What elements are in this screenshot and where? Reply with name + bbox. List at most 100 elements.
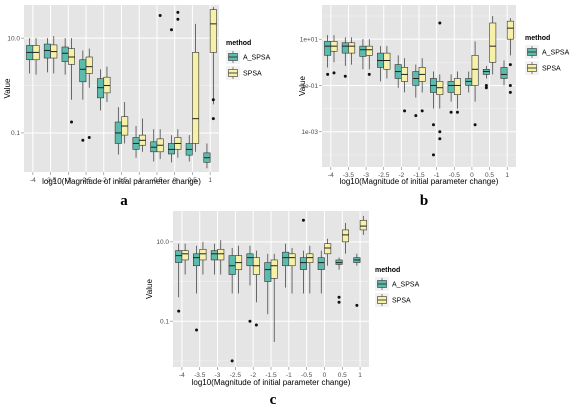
box-spsa--0.5 [156,14,164,160]
panel-letter-a: a [120,193,128,209]
box-spsa--3 [68,38,76,124]
box-spsa--4 [181,243,189,275]
box-body [79,59,87,83]
legend: method A_SPSA SPSA [375,267,420,307]
box-a_spsa--0.5 [299,218,307,294]
box-spsa--3.5 [50,36,58,74]
x-tick-label: -1.5 [265,372,277,379]
chart-panel-b: b 1e-03 1e-01 1e+01 -4 -3.5 -3 -2.5 -2 -1.5 -1 -0.… [298,5,570,209]
box-spsa--2.5 [235,245,243,294]
outlier-point [211,98,215,102]
outlier-point [508,63,512,67]
outlier-point [169,28,173,32]
box-body [317,257,325,270]
box-a_spsa-0 [168,28,175,163]
outlier-point [158,14,162,18]
outlier-point [176,17,180,21]
box-spsa-0.5 [192,23,200,152]
box-a_spsa-0.5 [335,257,343,304]
box-body [453,78,461,95]
outlier-point [176,10,180,14]
outlier-point [195,328,199,332]
box-spsa-0 [324,238,332,266]
x-tick-label: -1 [286,372,292,379]
box-a_spsa--3.5 [43,38,51,73]
box-body [341,229,349,243]
x-tick-label: 1 [208,177,212,184]
box-body [359,45,367,57]
outlier-point [438,21,442,25]
y-axis-title: Value [298,76,307,96]
box-spsa--1 [138,118,146,152]
x-tick-label: -0.5 [151,177,163,184]
box-a_spsa-1 [203,143,211,169]
outlier-point [455,110,459,114]
box-a_spsa--3 [61,38,69,75]
box-a_spsa--4 [175,243,183,313]
x-axis-title: log10(Magnitude of initial parameter cha… [42,177,201,186]
box-spsa--2 [252,250,260,327]
x-tick-label: -3 [215,372,221,379]
outlier-point [508,90,512,94]
box-spsa--1 [436,21,444,141]
box-a_spsa-1 [500,60,508,86]
x-tick-label: -1 [136,177,142,184]
x-tick-label: -3 [65,177,71,184]
box-body [193,253,201,267]
y-tick-label: 10.0 [156,239,169,246]
legend-key-spsa [226,66,240,80]
box-spsa-0 [174,10,182,158]
x-tick-label: -2.5 [378,172,390,179]
box-body [209,9,217,53]
legend-label: SPSA [542,66,561,73]
box-spsa--1 [288,248,296,294]
box-body [288,253,296,267]
legend-label: SPSA [392,298,411,305]
x-tick-label: 0.5 [485,172,494,179]
box-a_spsa--3.5 [341,37,349,78]
y-tick-label: 1e-03 [301,129,318,136]
box-body [465,78,473,86]
outlier-point [403,109,407,113]
box-body [324,243,332,255]
x-tick-label: -1.5 [413,172,425,179]
box-spsa--2.5 [383,46,391,79]
box-body [85,56,93,74]
box-a_spsa--2.5 [79,50,87,142]
box-spsa--3 [217,240,225,275]
box-body [341,42,349,54]
box-a_spsa-0.5 [482,65,490,90]
box-body [61,46,69,62]
box-body [359,219,367,231]
box-body [68,48,76,65]
outlier-point [81,138,85,142]
box-body [299,257,307,270]
box-spsa--3.5 [348,37,356,65]
panel-letter-b: b [420,193,428,209]
x-tick-label: -3.5 [343,172,355,179]
outlier-point [484,86,488,90]
outlier-point [337,295,341,299]
chart-panel-a: a 0.1 10.0 -4 -3.5 -3 -2.5 -2 -1.5 -1 -0.5 0 0.5 1 lo… [3,5,271,209]
x-tick-label: -3 [363,172,369,179]
x-tick-label: -3.5 [194,372,206,379]
box-body [228,255,236,275]
box-body [282,251,290,267]
x-tick-label: 0 [323,372,327,379]
x-tick-label: -0.5 [301,372,313,379]
box-body [199,248,207,261]
outlier-point [337,300,341,304]
outlier-point [484,83,488,87]
x-tick-label: 0.5 [338,372,347,379]
x-tick-label: -4 [30,177,36,184]
x-tick-label: -3.5 [45,177,57,184]
box-a_spsa--1.5 [412,64,420,118]
box-spsa-1 [506,18,514,94]
y-tick-label: 0.1 [11,130,20,137]
y-tick-label: 1e+01 [300,36,319,43]
box-body [192,52,200,144]
legend-key-a_spsa [226,50,240,64]
x-axis-title: log10(Magnitude of initial parameter cha… [340,177,499,186]
y-axis-title: Value [145,279,154,299]
box-a_spsa-0.5 [185,135,193,162]
